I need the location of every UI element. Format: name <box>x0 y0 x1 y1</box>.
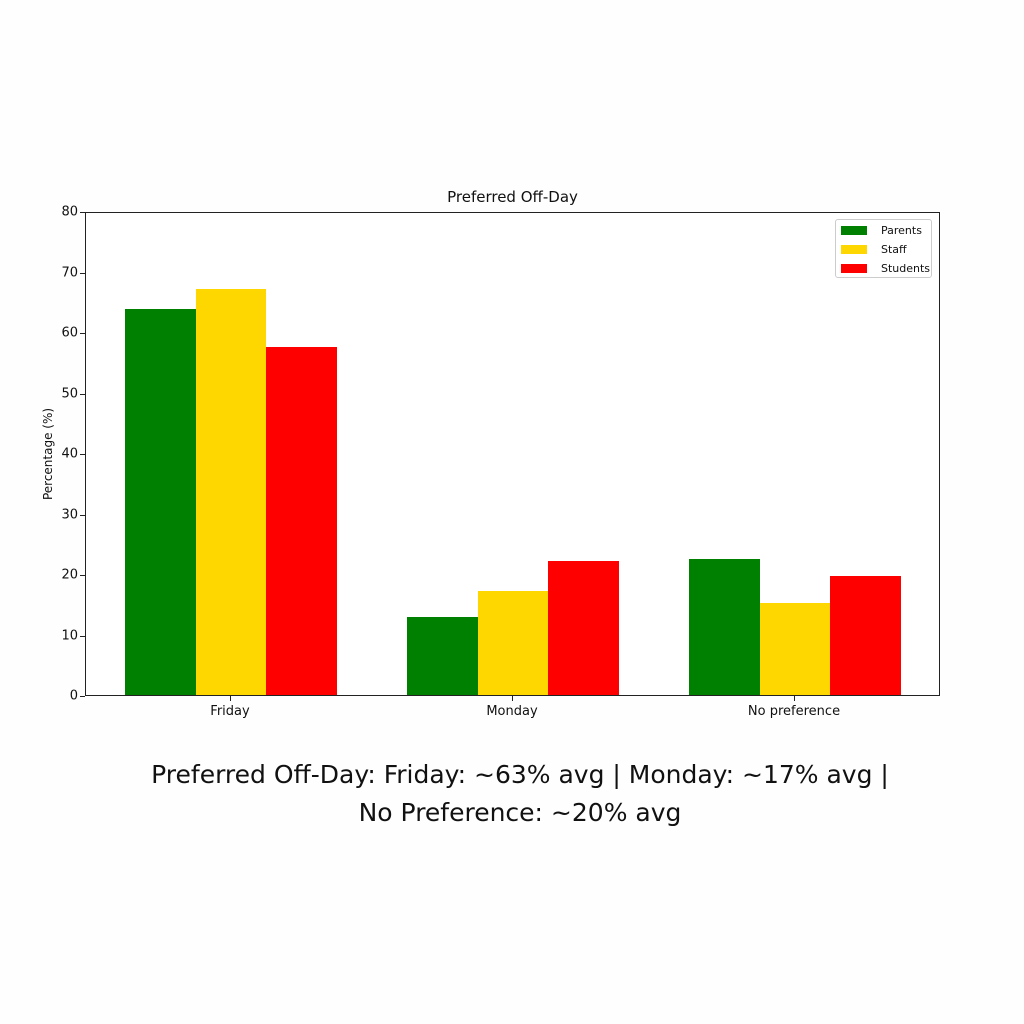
bar-staff-friday <box>195 288 267 695</box>
legend: Parents Staff Students <box>835 219 932 278</box>
legend-item-staff: Staff <box>841 242 907 256</box>
legend-label: Parents <box>881 223 922 237</box>
y-tick-label: 70 <box>61 265 78 280</box>
y-tick-label: 80 <box>61 204 78 220</box>
caption-line-2: No Preference: ~20% avg <box>358 798 682 827</box>
caption-line-1: Preferred Off-Day: Friday: ~63% avg | Mo… <box>151 760 889 789</box>
caption: Preferred Off-Day: Friday: ~63% avg | Mo… <box>0 756 1024 832</box>
x-tick-mark <box>230 696 231 701</box>
x-tick-label: Monday <box>486 704 538 719</box>
y-tick-mark <box>80 696 85 697</box>
legend-label: Staff <box>881 242 907 256</box>
legend-item-students: Students <box>841 261 930 275</box>
bar-parents-monday <box>407 616 478 695</box>
bar-staff-no-preference <box>759 602 831 695</box>
legend-swatch <box>841 225 867 235</box>
y-tick-mark <box>80 575 85 576</box>
chart-title: Preferred Off-Day <box>447 188 578 206</box>
y-tick-label: 10 <box>61 628 78 643</box>
bar-students-monday <box>548 561 619 695</box>
y-tick-mark <box>80 212 85 213</box>
y-tick-mark <box>80 333 85 334</box>
y-tick-label: 0 <box>69 688 78 704</box>
y-tick-mark <box>80 272 85 274</box>
y-axis-label: Percentage (%) <box>41 407 55 501</box>
legend-swatch <box>841 263 867 273</box>
bar-parents-no-preference <box>689 559 760 695</box>
y-tick-label: 30 <box>61 507 78 522</box>
bar-students-no-preference <box>830 576 901 695</box>
bar-students-friday <box>266 346 337 695</box>
legend-item-parents: Parents <box>841 223 922 237</box>
bar-staff-monday <box>477 590 549 695</box>
y-tick-label: 60 <box>61 325 78 341</box>
y-tick-mark <box>80 393 85 395</box>
y-tick-label: 40 <box>61 446 78 462</box>
y-tick-label: 50 <box>61 386 78 401</box>
bar-parents-friday <box>125 308 196 695</box>
plot-area <box>85 212 940 696</box>
y-tick-label: 20 <box>61 567 78 583</box>
x-tick-mark <box>794 696 795 701</box>
x-tick-label: No preference <box>747 704 841 719</box>
legend-swatch <box>841 244 867 254</box>
legend-label: Students <box>881 261 931 275</box>
y-tick-mark <box>80 514 85 516</box>
y-tick-mark <box>80 635 85 637</box>
x-tick-label: Friday <box>210 704 250 719</box>
y-tick-mark <box>80 454 85 455</box>
x-tick-mark <box>512 696 513 701</box>
